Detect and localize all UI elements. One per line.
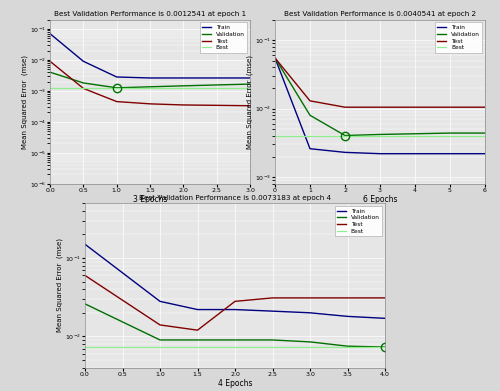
Train <box>80 59 86 64</box>
Test <box>114 99 119 104</box>
Legend: Train, Validation, Test, Best: Train, Validation, Test, Best <box>200 22 247 53</box>
Test <box>307 296 313 300</box>
Test <box>307 99 313 103</box>
Validation <box>342 133 348 138</box>
Test <box>232 299 238 304</box>
Test <box>377 105 383 109</box>
Line: Train: Train <box>85 244 385 318</box>
Legend: Train, Validation, Test, Best: Train, Validation, Test, Best <box>335 206 382 237</box>
Line: Train: Train <box>50 34 250 78</box>
Validation <box>412 131 418 136</box>
Train <box>412 151 418 156</box>
Validation <box>232 337 238 342</box>
Test <box>342 105 348 109</box>
Train <box>232 307 238 312</box>
Test <box>194 328 200 332</box>
Line: Test: Test <box>85 275 385 330</box>
Train <box>382 316 388 321</box>
Validation <box>307 339 313 344</box>
Validation <box>180 84 186 88</box>
Train <box>307 146 313 151</box>
Validation <box>382 345 388 350</box>
Test <box>482 105 488 109</box>
Train <box>194 307 200 312</box>
X-axis label: 4 Epochs: 4 Epochs <box>218 379 252 388</box>
Train <box>114 75 119 79</box>
Validation <box>270 337 276 342</box>
Line: Test: Test <box>275 58 485 107</box>
Test <box>82 273 88 278</box>
Validation <box>307 113 313 118</box>
Test <box>80 86 86 91</box>
Test <box>157 323 163 327</box>
Y-axis label: Mean Squared Error  (mse): Mean Squared Error (mse) <box>21 55 28 149</box>
Train <box>272 56 278 60</box>
Validation <box>344 344 350 348</box>
Validation <box>214 83 220 87</box>
Train <box>447 151 453 156</box>
Validation <box>114 86 119 90</box>
Validation <box>272 56 278 60</box>
Train <box>180 75 186 80</box>
X-axis label: 3 Epochs: 3 Epochs <box>133 195 167 204</box>
Validation <box>80 81 86 85</box>
Validation <box>194 337 200 342</box>
Test <box>270 296 276 300</box>
Train <box>247 75 253 80</box>
Test <box>447 105 453 109</box>
Validation <box>377 132 383 137</box>
Train <box>342 150 348 155</box>
X-axis label: 6 Epochs: 6 Epochs <box>363 195 397 204</box>
Test <box>382 296 388 300</box>
Title: Best Validation Performance is 0.0073183 at epoch 4: Best Validation Performance is 0.0073183… <box>139 195 331 201</box>
Title: Best Validation Performance is 0.0040541 at epoch 2: Best Validation Performance is 0.0040541… <box>284 11 476 17</box>
Validation <box>482 131 488 135</box>
Line: Validation: Validation <box>275 58 485 136</box>
Train <box>344 314 350 319</box>
Title: Best Validation Performance is 0.0012541 at epoch 1: Best Validation Performance is 0.0012541… <box>54 11 246 17</box>
Train <box>482 151 488 156</box>
Test <box>180 102 186 107</box>
Test <box>247 103 253 108</box>
Test <box>147 102 153 106</box>
Test <box>47 59 53 64</box>
Validation <box>447 131 453 135</box>
Validation <box>157 337 163 342</box>
Train <box>214 75 220 80</box>
Train <box>82 242 88 247</box>
Train <box>270 309 276 314</box>
Y-axis label: Mean Squared Error  (mse): Mean Squared Error (mse) <box>56 239 62 332</box>
Test <box>344 296 350 300</box>
Train <box>377 151 383 156</box>
Validation <box>82 301 88 306</box>
Y-axis label: Mean Squared Error  (mse): Mean Squared Error (mse) <box>246 55 252 149</box>
Line: Test: Test <box>50 61 250 106</box>
Test <box>214 103 220 108</box>
Test <box>412 105 418 109</box>
Validation <box>47 70 53 75</box>
Line: Validation: Validation <box>50 72 250 88</box>
Train <box>157 299 163 304</box>
Validation <box>247 82 253 86</box>
Train <box>47 31 53 36</box>
Validation <box>147 84 153 89</box>
Train <box>147 75 153 80</box>
Train <box>307 310 313 315</box>
Legend: Train, Validation, Test, Best: Train, Validation, Test, Best <box>435 22 482 53</box>
Line: Validation: Validation <box>85 304 385 347</box>
Line: Train: Train <box>275 58 485 154</box>
Test <box>272 56 278 60</box>
